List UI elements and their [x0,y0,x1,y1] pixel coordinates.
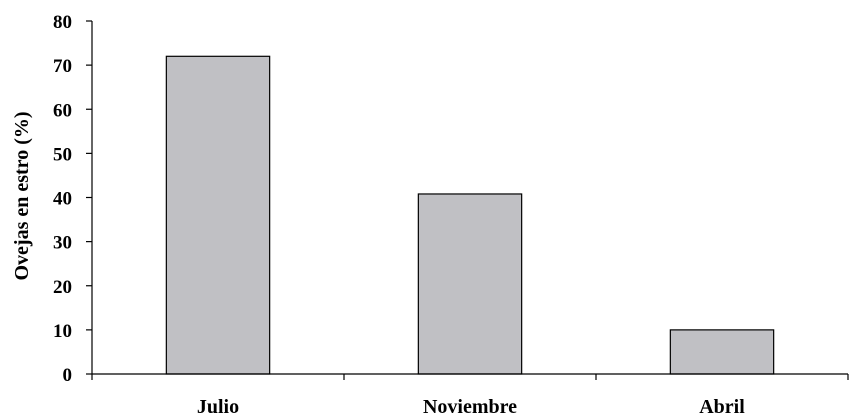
y-tick-label: 20 [53,277,72,298]
y-tick-label: 60 [53,100,72,121]
x-category-label: Julio [197,396,239,418]
y-tick-label: 40 [53,189,72,210]
y-axis-label: Ovejas en estro (%) [11,111,33,280]
bar-abril [669,329,775,375]
y-tick-label: 30 [53,233,72,254]
x-category-label: Abril [699,396,745,418]
x-category-label: Noviembre [423,396,517,418]
y-tick-label: 0 [63,365,73,386]
bar-noviembre [417,193,523,375]
y-ticks-group: 0 10 20 30 40 50 60 70 80 [53,12,92,386]
bar-julio [165,55,271,375]
y-tick-label: 50 [53,144,72,165]
bars-group [165,55,775,375]
y-axis-label-group: Ovejas en estro (%) [11,111,33,280]
x-ticks-group: Julio Noviembre Abril [91,374,849,418]
y-tick-label: 10 [53,321,72,342]
y-tick-label: 70 [53,56,72,77]
y-tick-label: 80 [53,12,72,33]
